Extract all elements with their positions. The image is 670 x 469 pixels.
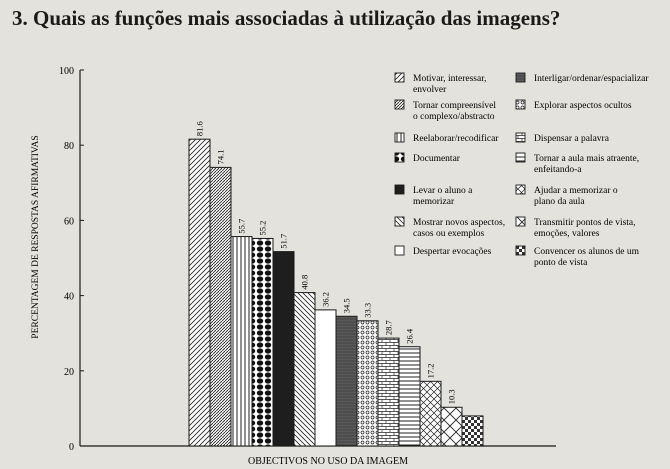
bar-value-label: 33.3 [363, 303, 373, 318]
legend-swatch [394, 132, 405, 143]
bar [335, 315, 358, 447]
bar [314, 309, 337, 447]
bar [251, 237, 274, 447]
bar [356, 320, 379, 447]
bar-value-label: 55.7 [237, 219, 247, 234]
legend-entry-label: ponto de vista [534, 258, 588, 268]
bar-value-label: 17.2 [426, 363, 436, 378]
bar [188, 138, 211, 447]
legend-swatch [394, 99, 405, 110]
bar [272, 251, 295, 447]
legend-swatch [515, 99, 526, 110]
legend-entry-label: casos ou exemplos [413, 229, 485, 239]
question-heading: 3. Quais as funções mais associadas à ut… [12, 6, 561, 30]
legend-entry-label: memorizar [413, 197, 455, 207]
bar-value-label: 51.7 [279, 234, 289, 249]
legend-entry-label: envolver [413, 85, 447, 95]
bar [209, 166, 232, 447]
bar-value-label: 10.3 [447, 389, 457, 404]
legend: Motivar, interessar,envolver Tornar compr… [394, 72, 649, 268]
legend-swatch [515, 184, 526, 195]
bars: 81.6 74.1 55.7 55.2 51.7 40.8 36.2 34.5 33.3 28.7… [188, 121, 484, 447]
legend-swatch [394, 184, 405, 195]
legend-entry-label: Explorar aspectos ocultos [534, 101, 632, 111]
y-axis-label: PERCENTAGEM DE RESPOSTAS AFIRMATIVAS [31, 135, 41, 338]
legend-entry-label: Ajudar a memorizar o [534, 186, 618, 196]
legend-entry-label: Tornar compreensível [413, 101, 496, 111]
legend-entry-label: Motivar, interessar, [413, 74, 486, 84]
bar-value-label: 55.2 [258, 221, 268, 236]
bar [398, 346, 421, 447]
legend-entry-label: plano da aula [534, 197, 585, 207]
legend-swatch [394, 152, 405, 163]
bar-value-label: 28.7 [384, 320, 394, 335]
legend-entry-label: Tornar a aula mais atraente, [534, 154, 639, 164]
legend-swatch [515, 132, 526, 143]
legend-entry-label: Interligar/ordenar/espacializar [534, 74, 649, 84]
legend-swatch [515, 152, 526, 163]
legend-entry-label: Documentar [413, 154, 461, 164]
legend-swatch [394, 216, 405, 227]
legend-entry-label: Levar o aluno a [413, 186, 473, 196]
bar-value-label: 36.2 [321, 292, 331, 307]
legend-swatch [515, 72, 526, 83]
legend-entry-label: Mostrar novos aspectos, [413, 218, 505, 228]
legend-entry-label: Reelaborar/recodificar [413, 133, 499, 144]
x-axis-label: OBJECTIVOS NO USO DA IMAGEM [248, 456, 408, 467]
legend-swatch [515, 216, 526, 227]
legend-entry-label: Transmitir pontos de vista, [534, 218, 636, 228]
y-tick-label: 100 [59, 66, 74, 77]
legend-entry-label: Dispensar a palavra [534, 134, 610, 144]
y-tick-label: 20 [64, 367, 74, 378]
bar [419, 380, 442, 447]
bar [230, 236, 253, 447]
y-tick-label: 0 [69, 442, 74, 453]
legend-entry-label: Convencer os alunos de um [534, 247, 640, 257]
bar-value-label: 26.4 [405, 328, 415, 344]
legend-swatch [515, 245, 526, 256]
bar-value-label: 81.6 [195, 121, 205, 136]
bar [293, 292, 316, 447]
legend-entry-label: enfeitando-a [534, 164, 582, 175]
bar-value-label: 74.1 [216, 150, 226, 165]
y-tick-label: 60 [64, 216, 74, 227]
bar [440, 406, 463, 447]
bar [461, 415, 484, 447]
legend-entry-label: o complexo/abstracto [413, 112, 495, 122]
legend-entry-label: Despertar evocações [413, 247, 492, 257]
bar [377, 337, 400, 447]
bar-value-label: 40.8 [300, 275, 310, 290]
legend-entry-label: emoções, valores [534, 229, 600, 239]
legend-swatch [394, 72, 405, 83]
legend-swatch [394, 245, 405, 256]
y-tick-label: 80 [64, 141, 74, 152]
bar-value-label: 34.5 [342, 298, 352, 313]
y-tick-label: 40 [64, 292, 74, 303]
